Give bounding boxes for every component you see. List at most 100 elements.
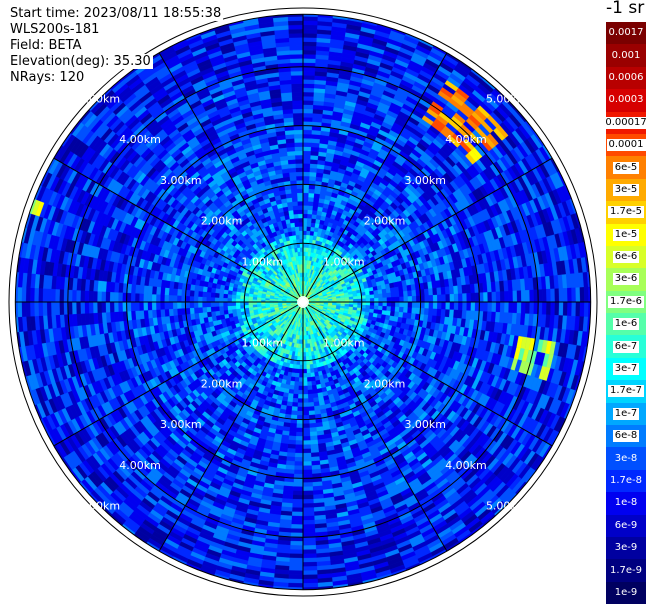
heatmap-cell — [302, 117, 313, 122]
heatmap-cell — [302, 112, 314, 118]
heatmap-cell — [541, 289, 547, 303]
heatmap-cell — [424, 295, 430, 303]
heatmap-cell — [432, 308, 438, 317]
heatmap-cell — [305, 351, 309, 357]
heatmap-cell — [302, 427, 310, 433]
heatmap-cell — [302, 402, 309, 408]
heatmap-cell — [579, 287, 585, 303]
heatmap-cell — [520, 301, 526, 314]
heatmap-cell — [292, 498, 304, 504]
heatmap-cell — [302, 201, 309, 206]
heatmap-cell — [298, 389, 304, 395]
heatmap-cell — [466, 293, 472, 303]
heatmap-cell — [302, 406, 309, 412]
heatmap-cell — [428, 288, 434, 296]
heatmap-cell — [403, 307, 409, 314]
heatmap-cell — [403, 290, 409, 297]
heatmap-cell — [292, 494, 304, 500]
heatmap-cell — [310, 448, 319, 454]
heatmap-cell — [296, 410, 304, 416]
heatmap-cell — [302, 24, 318, 30]
heatmap-cell — [288, 435, 297, 441]
heatmap-cell — [440, 286, 446, 295]
heatmap-cell — [302, 570, 318, 576]
heatmap-cell — [289, 557, 304, 563]
heatmap-cell — [466, 301, 472, 311]
heatmap-cell — [302, 494, 314, 500]
heatmap-cell — [312, 393, 319, 399]
heatmap-cell — [293, 389, 299, 395]
heatmap-cell — [302, 385, 308, 391]
heatmap-cell — [306, 368, 311, 374]
heatmap-cell — [432, 294, 438, 303]
heatmap-cell — [394, 306, 400, 313]
heatmap-cell — [302, 129, 313, 135]
heatmap-cell — [554, 301, 560, 316]
heatmap-cell — [428, 308, 434, 316]
heatmap-cell — [352, 296, 358, 300]
heatmap-cell — [287, 448, 296, 454]
heatmap-cell — [302, 163, 311, 168]
heatmap-cell — [373, 305, 379, 311]
heatmap-cell — [309, 167, 318, 173]
heatmap-cell — [286, 456, 296, 462]
heatmap-cell — [508, 290, 514, 303]
heatmap-cell — [296, 427, 304, 433]
heatmap-cell — [302, 28, 318, 34]
heatmap-cell — [302, 188, 310, 194]
heatmap-cell — [302, 87, 315, 93]
heatmap-cell — [302, 423, 310, 429]
heatmap-cell — [302, 37, 318, 43]
heatmap-cell — [286, 452, 296, 458]
heatmap-cell — [571, 301, 577, 317]
heatmap-cell — [374, 301, 379, 307]
heatmap-cell — [407, 290, 413, 297]
heatmap-cell — [381, 310, 387, 316]
heatmap-cell — [302, 54, 317, 59]
heatmap-cell — [310, 155, 319, 161]
heatmap-cell — [307, 393, 314, 399]
heatmap-cell — [302, 217, 308, 223]
heatmap-cell — [504, 301, 509, 313]
heatmap-cell — [289, 422, 297, 428]
heatmap-cell — [288, 431, 297, 437]
heatmap-cell — [302, 226, 308, 231]
heatmap-cell — [575, 301, 581, 317]
heatmap-cell — [365, 298, 371, 303]
heatmap-cell — [394, 286, 400, 293]
heatmap-cell — [390, 306, 396, 312]
heatmap-cell — [369, 298, 375, 303]
heatmap-cell — [311, 218, 317, 224]
heatmap-cell — [302, 33, 318, 38]
heatmap-cell — [398, 306, 404, 313]
heatmap-cell — [297, 402, 304, 408]
heatmap-cell — [308, 410, 316, 416]
heatmap-cell — [546, 301, 551, 316]
heatmap-cell — [302, 45, 317, 51]
heatmap-cell — [309, 176, 317, 182]
heatmap-cell — [385, 288, 391, 294]
heatmap-cell — [499, 291, 505, 303]
heatmap-cell — [305, 347, 309, 353]
heatmap-cell — [575, 287, 581, 303]
heatmap-cell — [458, 293, 463, 303]
heatmap-cell — [305, 343, 308, 349]
heatmap-cell — [302, 79, 315, 85]
heatmap-cell — [437, 301, 442, 310]
heatmap-cell — [369, 305, 375, 310]
heatmap-cell — [302, 175, 310, 181]
heatmap-cell — [288, 570, 304, 576]
heatmap-cell — [310, 159, 319, 165]
heatmap-cell — [295, 364, 300, 370]
heatmap-cell — [297, 406, 304, 412]
heatmap-cell — [289, 553, 304, 559]
heatmap-cell — [309, 422, 317, 428]
heatmap-cell — [302, 528, 316, 534]
heatmap-cell — [310, 452, 320, 458]
heatmap-cell — [306, 230, 311, 236]
heatmap-cell — [307, 205, 314, 211]
heatmap-cell — [411, 307, 417, 315]
heatmap-cell — [307, 209, 313, 215]
heatmap-cell — [291, 519, 304, 525]
heatmap-cell — [546, 288, 551, 303]
